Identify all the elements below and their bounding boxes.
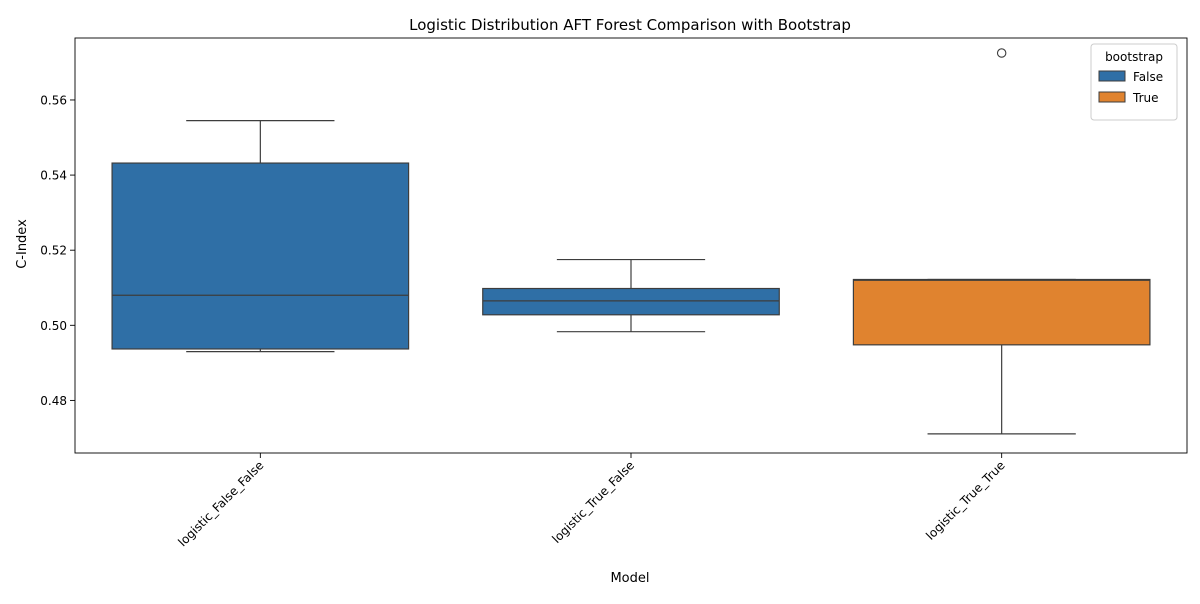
- y-tick-label: 0.54: [40, 169, 67, 183]
- y-tick-label: 0.56: [40, 93, 67, 107]
- box-iqr: [111, 162, 410, 350]
- box-iqr: [482, 287, 780, 316]
- y-axis-label: C-Index: [15, 219, 30, 269]
- legend-swatch: [1098, 91, 1126, 103]
- legend-label: True: [1132, 91, 1159, 105]
- x-axis-label: Model: [610, 571, 649, 586]
- legend-swatch: [1098, 70, 1126, 82]
- y-tick-label: 0.52: [40, 244, 67, 258]
- y-tick-label: 0.48: [40, 394, 67, 408]
- y-tick-label: 0.50: [40, 319, 67, 333]
- legend-label: False: [1133, 70, 1163, 84]
- outlier-point: [996, 48, 1007, 58]
- legend-title: bootstrap: [1105, 50, 1163, 64]
- box-iqr: [852, 278, 1151, 346]
- chart-title: Logistic Distribution AFT Forest Compari…: [409, 16, 851, 34]
